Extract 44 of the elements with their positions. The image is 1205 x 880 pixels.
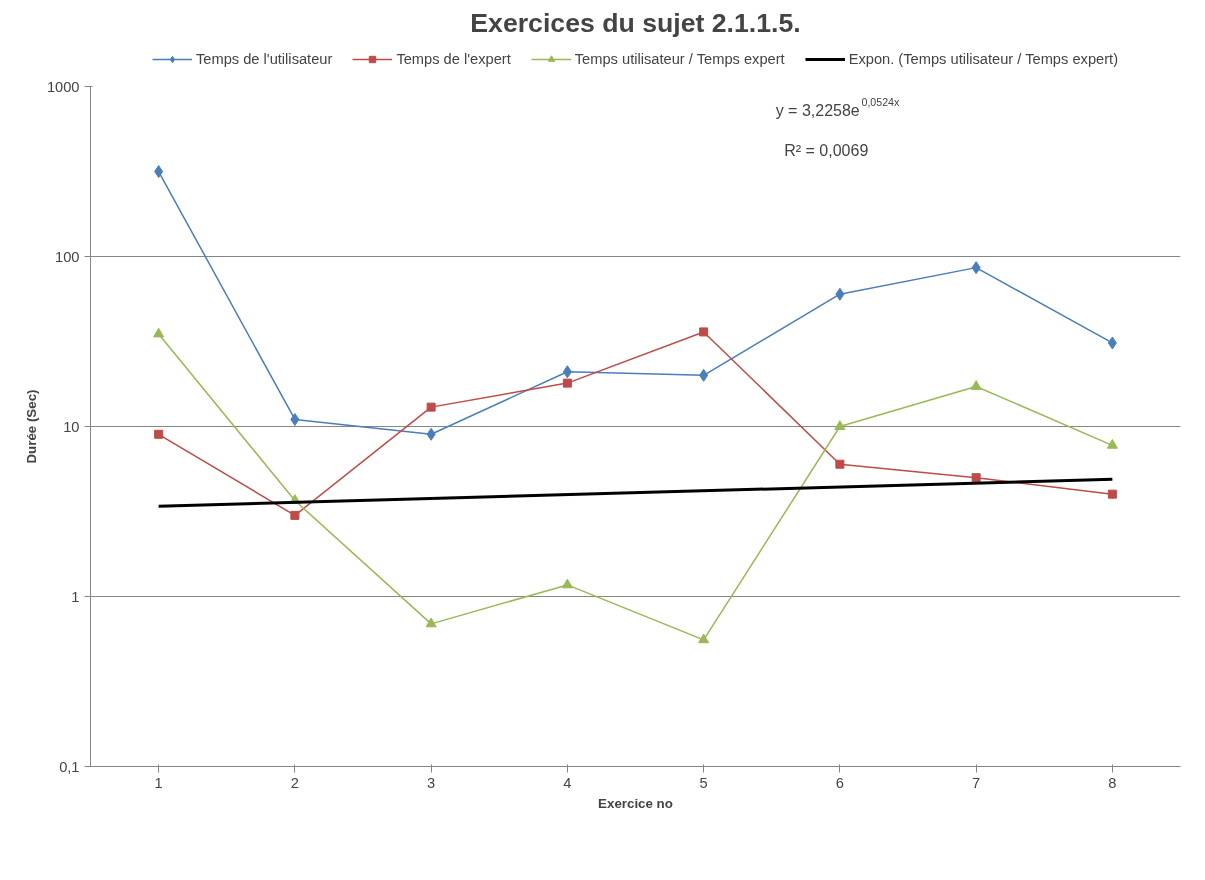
legend-label: Temps de l'expert — [396, 51, 511, 67]
y-tick-label: 100 — [55, 248, 80, 265]
point — [426, 402, 436, 412]
y-tick-label: 1000 — [46, 78, 80, 95]
point — [835, 459, 845, 469]
x-tick-label: 8 — [1108, 774, 1117, 791]
point — [425, 617, 437, 628]
point — [971, 473, 981, 483]
x-tick-label: 7 — [972, 774, 981, 791]
point — [562, 365, 572, 379]
point — [1106, 439, 1118, 449]
point — [561, 578, 573, 589]
y-tick-label: 10 — [63, 418, 80, 435]
y-tick-label: 0,1 — [59, 758, 80, 775]
legend-label: Temps de l'utilisateur — [195, 51, 333, 67]
x-tick-label: 3 — [427, 774, 436, 791]
legend-label: Expon. (Temps utilisateur / Temps expert) — [848, 51, 1119, 67]
y-tick-label: 1 — [71, 588, 80, 605]
point — [699, 368, 709, 382]
point — [153, 327, 165, 338]
x-axis-title: Exercice no — [598, 795, 673, 811]
point — [562, 378, 572, 388]
point — [290, 510, 300, 520]
point — [835, 287, 845, 301]
point — [154, 165, 164, 179]
chart-title: Exercices du sujet 2.1.1.5. — [470, 7, 801, 38]
point — [290, 412, 300, 426]
point — [834, 420, 846, 430]
point — [1107, 336, 1117, 350]
x-tick-label: 5 — [699, 774, 708, 791]
x-tick-label: 2 — [290, 774, 299, 791]
point — [698, 633, 710, 644]
annotation: R² = 0,0069 — [784, 142, 869, 160]
legend-label: Temps utilisateur / Temps expert — [574, 51, 785, 67]
x-tick-label: 1 — [154, 774, 163, 791]
y-axis-title: Durée (Sec) — [23, 389, 39, 464]
point — [971, 261, 981, 275]
point — [426, 427, 436, 441]
point — [699, 327, 709, 337]
x-tick-label: 6 — [835, 774, 844, 791]
x-tick-label: 4 — [563, 774, 572, 791]
point — [154, 429, 164, 439]
point — [970, 380, 982, 390]
point — [1107, 489, 1117, 499]
